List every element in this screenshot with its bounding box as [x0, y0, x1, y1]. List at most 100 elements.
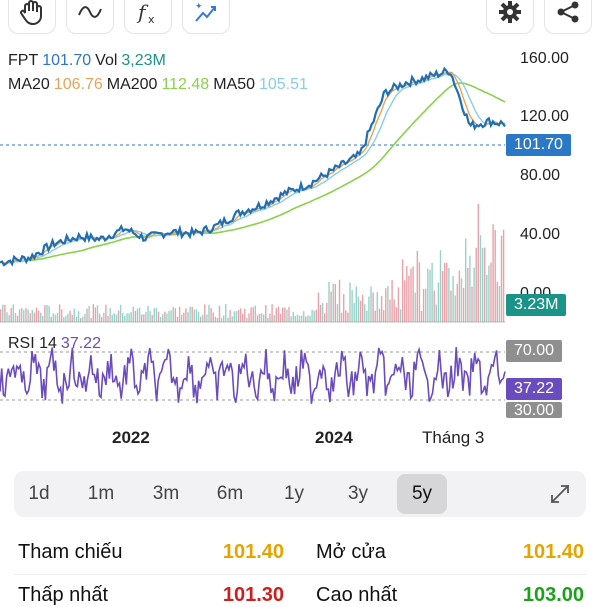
volume-bar: [176, 316, 179, 322]
period-1m[interactable]: 1m: [87, 483, 115, 504]
volume-bar: [88, 305, 90, 322]
volume-bar: [239, 308, 242, 322]
price-chart[interactable]: [0, 0, 600, 460]
x-label-thang3: Tháng 3: [422, 428, 485, 447]
volume-bar: [126, 313, 128, 322]
axis-tick-160: 160.00: [520, 50, 569, 67]
indicator-tool-button[interactable]: [66, 0, 114, 34]
volume-bar: [75, 316, 78, 322]
volume-bar: [12, 304, 14, 322]
low-value: 101.30: [222, 584, 284, 606]
volume-bar: [444, 262, 446, 322]
volume-bar: [159, 317, 162, 322]
period-1d[interactable]: 1d: [28, 483, 50, 504]
volume-bar: [357, 296, 360, 322]
volume-bar: [456, 283, 458, 322]
volume-bar: [404, 280, 406, 322]
volume-bar: [25, 308, 27, 322]
period-1y[interactable]: 1y: [283, 483, 305, 504]
hand-tool-button[interactable]: [8, 0, 56, 34]
auto-analysis-button[interactable]: ✦: [182, 0, 230, 34]
volume-bar: [16, 315, 19, 322]
volume-bar: [107, 316, 109, 322]
rsi-value: 37.22: [60, 335, 101, 352]
volume-bar: [164, 311, 166, 322]
volume-bar: [368, 296, 370, 322]
volume-bar: [345, 310, 347, 322]
period-6m[interactable]: 6m: [216, 483, 244, 504]
volume-bar: [105, 304, 107, 322]
volume-bar: [340, 312, 343, 322]
volume-bar: [149, 311, 151, 322]
volume-bar: [231, 316, 233, 322]
volume-bar: [31, 310, 33, 322]
volume-bar: [101, 317, 103, 322]
volume-bar: [393, 299, 395, 322]
volume-bar: [210, 307, 212, 322]
volume-bar: [168, 311, 170, 322]
volume-bar: [277, 306, 280, 322]
volume-bar: [303, 311, 305, 322]
volume-bar: [225, 304, 227, 322]
settings-button[interactable]: [486, 0, 534, 34]
volume-bar: [115, 314, 118, 322]
volume-bar: [14, 313, 17, 322]
volume-bar: [313, 310, 315, 322]
volume-bar: [37, 310, 40, 322]
volume-bar: [435, 304, 437, 322]
period-3m[interactable]: 3m: [152, 483, 180, 504]
volume-bar: [69, 310, 71, 322]
volume-bar: [431, 262, 433, 322]
volume-bar: [324, 313, 326, 322]
volume-bar: [166, 313, 168, 322]
volume-bar: [143, 314, 145, 322]
magic-icon: ✦: [195, 1, 216, 22]
volume-bar: [71, 315, 73, 322]
volume-bar: [50, 316, 52, 322]
svg-text:✦: ✦: [195, 1, 203, 11]
fullscreen-button[interactable]: [548, 482, 572, 511]
volume-bar: [374, 310, 376, 322]
volume-bar: [223, 315, 225, 322]
ma20-label: MA20: [8, 76, 50, 93]
high-value: 103.00: [522, 584, 584, 606]
volume-bar: [235, 311, 238, 322]
volume-bar: [502, 229, 505, 322]
volume-bar: [334, 284, 336, 322]
volume-bars: [0, 203, 505, 322]
share-button[interactable]: [544, 0, 592, 34]
volume-bar: [128, 313, 130, 322]
symbol-info-row: FPT 101.70 Vol 3,23M: [8, 52, 170, 70]
volume-bar: [437, 282, 440, 322]
price-tag: 101.70: [506, 134, 571, 156]
rsi-label: RSI 14: [8, 335, 57, 352]
volume-bar: [496, 281, 498, 322]
volume-bar: [408, 275, 410, 322]
volume-bar: [65, 315, 67, 322]
volume-bar: [263, 314, 265, 322]
volume-bar: [151, 314, 153, 322]
function-tool-button[interactable]: f x: [124, 0, 172, 34]
volume-bar: [193, 309, 195, 322]
volume-bar: [191, 306, 193, 322]
volume-bar: [288, 307, 290, 322]
volume-bar: [462, 287, 465, 322]
volume-bar: [484, 247, 486, 322]
volume-bar: [296, 314, 299, 322]
volume-bar: [54, 314, 57, 322]
volume-bar: [412, 266, 414, 322]
volume-bar: [40, 312, 42, 322]
volume-bar: [82, 316, 84, 322]
volume-bar: [366, 311, 368, 322]
expand-icon: [551, 485, 569, 503]
volume-bar: [383, 310, 385, 322]
period-5y[interactable]: 5y: [397, 474, 447, 514]
volume-bar: [8, 315, 10, 322]
volume-bar: [265, 305, 267, 322]
period-3y[interactable]: 3y: [347, 483, 369, 504]
volume-value: 3,23M: [121, 52, 166, 69]
volume-bar: [267, 318, 269, 322]
volume-bar: [80, 317, 82, 322]
volume-bar: [372, 292, 374, 322]
low-label: Thấp nhất: [18, 584, 109, 606]
